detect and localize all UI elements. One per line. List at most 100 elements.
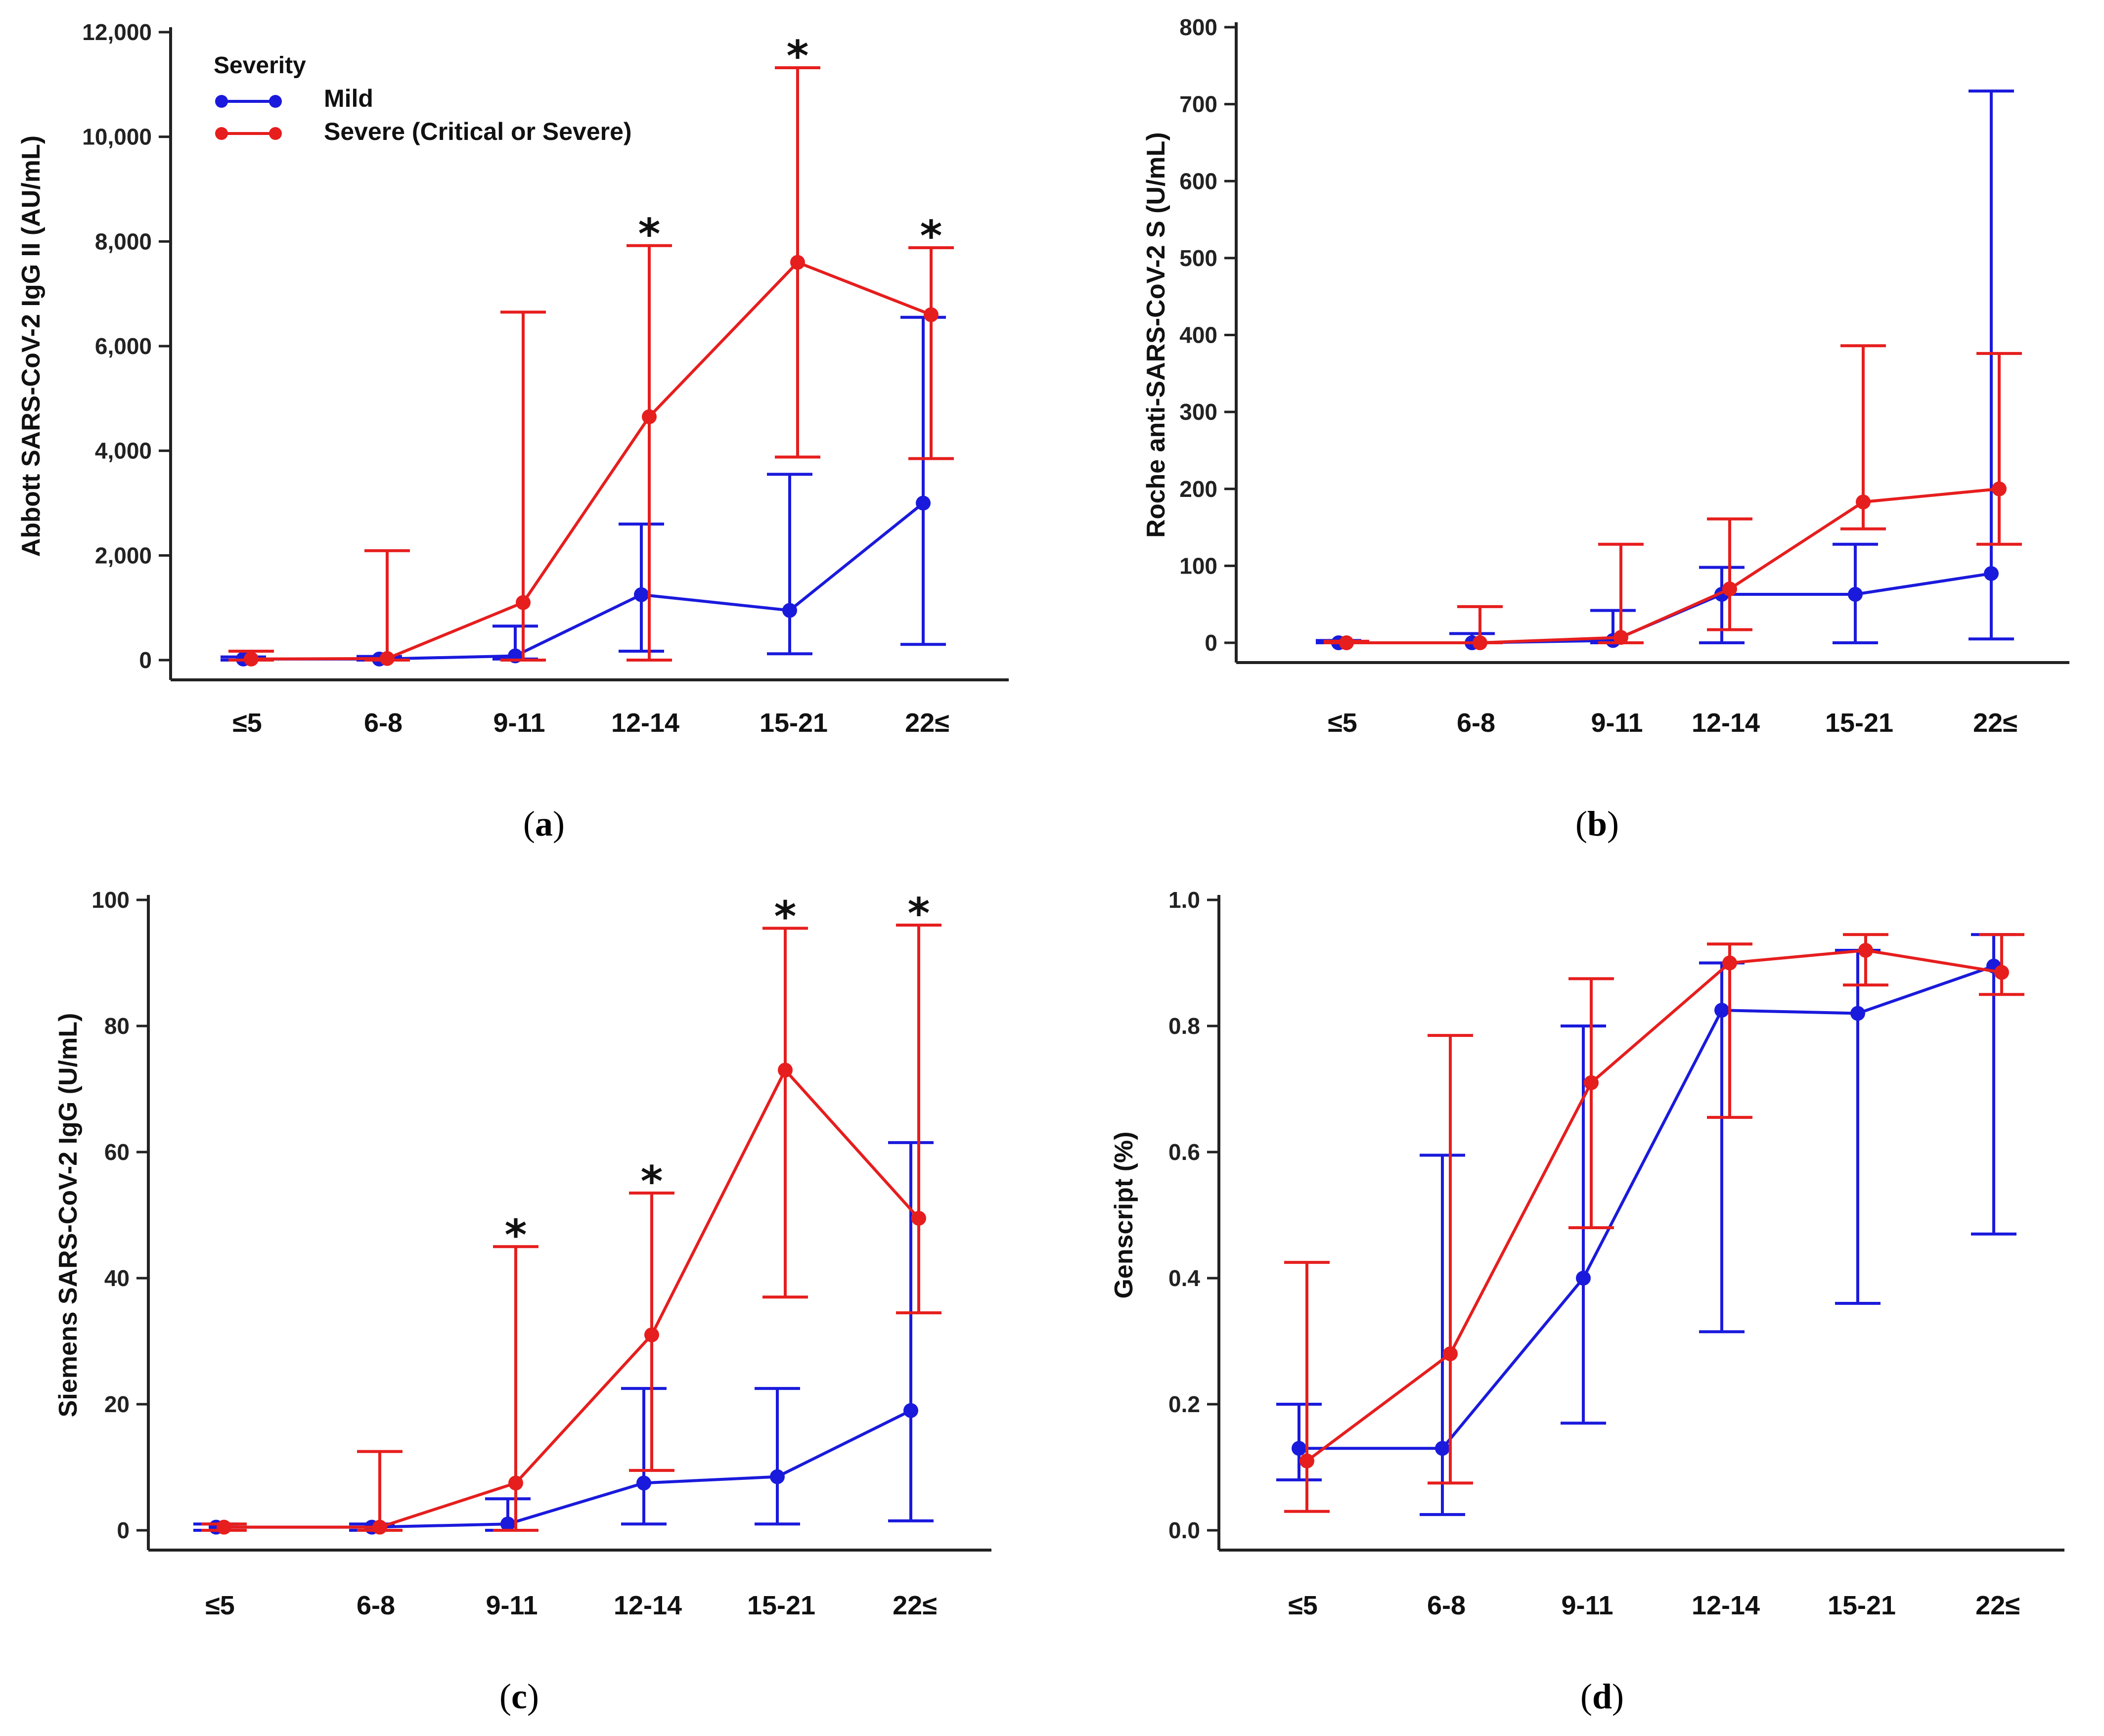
y-tick-label: 500 <box>1179 245 1217 271</box>
data-point-severe <box>1339 635 1354 650</box>
data-point-severe <box>778 1063 793 1078</box>
x-tick-label: 15-21 <box>1828 1591 1896 1620</box>
y-tick-label: 8,000 <box>95 228 152 254</box>
y-tick-label: 10,000 <box>82 124 152 150</box>
x-tick-label: 6-8 <box>1427 1591 1466 1620</box>
x-tick-label: ≤5 <box>205 1591 235 1620</box>
data-point-severe <box>244 651 259 667</box>
x-tick-label: 22≤ <box>893 1591 937 1620</box>
y-axis-label: Siemens SARS-CoV-2 IgG (U/mL) <box>54 1013 83 1418</box>
x-tick-label: 22≤ <box>1975 1591 2020 1620</box>
x-tick-label: 9-11 <box>486 1591 537 1620</box>
significance-star: * <box>908 889 930 938</box>
series-line-mild <box>243 502 924 661</box>
series-line-mild <box>1299 965 1994 1450</box>
series-line-severe <box>1346 487 2000 644</box>
y-axis-label: Genscript (%) <box>1110 1131 1138 1298</box>
data-point-severe <box>1994 965 2009 980</box>
panel-c: 0 20 40 60 80 100 Siemens SARS-CoV-2 IgG (U/mL… <box>54 887 991 1716</box>
series-line-severe <box>224 1067 920 1529</box>
y-tick-label: 6,000 <box>95 333 152 359</box>
panel-label: (a) <box>523 804 565 844</box>
y-tick-label: 0.4 <box>1168 1265 1200 1291</box>
y-tick-label: 600 <box>1179 168 1217 194</box>
data-point-severe <box>644 1327 659 1342</box>
y-tick-label: 0 <box>1205 630 1217 656</box>
x-tick-label: 6-8 <box>1457 708 1495 738</box>
significance-star: * <box>641 1157 663 1206</box>
data-point-severe <box>911 1210 926 1226</box>
legend: Severity Mild Severe (Critical or Severe… <box>214 52 632 145</box>
x-tick-label: 12-14 <box>1692 1591 1760 1620</box>
legend-mild-marker <box>215 95 228 108</box>
x-tick-label: 15-21 <box>760 708 828 738</box>
data-point-severe <box>1584 1075 1599 1090</box>
x-tick-label: 9-11 <box>1591 708 1643 738</box>
data-point-mild <box>770 1469 785 1484</box>
y-tick-label: 300 <box>1179 399 1217 425</box>
data-point-severe <box>1722 581 1737 597</box>
significance-star: * <box>505 1210 527 1260</box>
y-tick-label: 4,000 <box>95 438 152 464</box>
x-tick-label: 12-14 <box>611 708 679 738</box>
data-point-mild <box>1576 1271 1591 1286</box>
data-point-severe <box>1856 494 1871 510</box>
y-tick-label: 0.0 <box>1168 1517 1200 1543</box>
x-tick-label: 6-8 <box>364 708 403 738</box>
legend-severe-marker <box>215 127 228 140</box>
x-tick-label: ≤5 <box>1288 1591 1318 1620</box>
data-point-mild <box>1292 1441 1306 1456</box>
y-tick-label: 60 <box>104 1139 130 1165</box>
series-mild <box>1276 933 2016 1516</box>
y-tick-label: 0.2 <box>1168 1391 1200 1417</box>
data-point-mild <box>782 603 797 618</box>
y-axis-label: Roche anti-SARS-CoV-2 S (U/mL) <box>1142 132 1170 538</box>
y-tick-label: 400 <box>1179 322 1217 348</box>
panel-label: (c) <box>499 1677 539 1716</box>
panel-b: 0 100 200 300 400 500 600 700 800 Roche anti-SARS… <box>1142 14 2069 844</box>
data-point-severe <box>924 307 939 322</box>
series-line-severe <box>1306 948 2002 1463</box>
significance-star: * <box>774 892 797 941</box>
data-point-severe <box>217 1519 231 1535</box>
x-tick-label: 15-21 <box>747 1591 815 1620</box>
legend-mild-label: Mild <box>324 85 373 112</box>
x-tick-label: ≤5 <box>1328 708 1357 738</box>
data-point-severe <box>1299 1453 1314 1469</box>
y-tick-label: 0 <box>139 647 152 673</box>
x-tick-label: 9-11 <box>493 708 545 738</box>
x-tick-label: 12-14 <box>1692 708 1760 738</box>
data-point-severe <box>1992 481 2007 496</box>
data-point-severe <box>1443 1346 1458 1361</box>
y-tick-label: 20 <box>104 1391 130 1417</box>
data-point-mild <box>1984 566 1999 581</box>
series-severe <box>228 66 954 667</box>
significance-star: * <box>638 210 661 259</box>
panel-a: 0 2,000 4,000 6,000 8,000 10,000 12,000 Abbott … <box>17 19 1009 844</box>
data-point-severe <box>642 409 657 424</box>
legend-severe-label: Severe (Critical or Severe) <box>324 118 632 145</box>
data-point-mild <box>903 1403 918 1418</box>
data-point-mild <box>1850 1006 1865 1021</box>
data-point-mild <box>1848 586 1863 602</box>
legend-severe-marker <box>269 127 282 140</box>
data-point-severe <box>1613 630 1628 645</box>
data-point-severe <box>516 595 531 610</box>
series-line-severe <box>251 261 932 661</box>
y-tick-label: 800 <box>1179 14 1217 40</box>
y-tick-label: 100 <box>91 887 130 913</box>
panel-label: (d) <box>1580 1677 1624 1716</box>
data-point-mild <box>634 587 649 602</box>
y-tick-label: 0.6 <box>1168 1139 1200 1165</box>
series-severe <box>1324 344 2022 650</box>
data-point-severe <box>508 1475 523 1491</box>
data-point-mild <box>916 495 931 511</box>
x-tick-label: 22≤ <box>905 708 949 738</box>
y-tick-label: 2,000 <box>95 542 152 568</box>
legend-mild-marker <box>269 95 282 108</box>
data-point-mild <box>1714 1003 1729 1018</box>
y-tick-label: 80 <box>104 1013 130 1039</box>
data-point-mild <box>500 1516 515 1532</box>
y-tick-label: 1.0 <box>1168 887 1200 913</box>
